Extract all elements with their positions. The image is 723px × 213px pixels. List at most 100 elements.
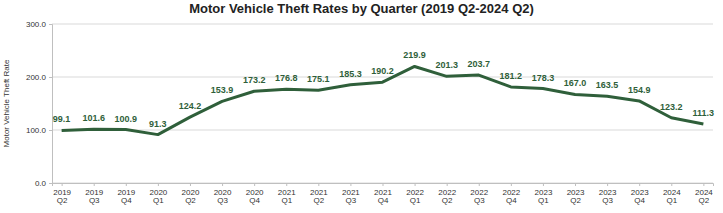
x-tick-mark — [671, 183, 672, 186]
y-axis-line — [49, 25, 53, 184]
x-tick-mark — [286, 183, 287, 186]
x-tick-label: 2021Q1 — [278, 188, 296, 206]
x-tick: 2022Q2 — [438, 183, 456, 205]
x-tick: 2021Q4 — [374, 183, 392, 205]
x-tick: 2024Q2 — [695, 183, 713, 205]
x-tick-mark — [254, 183, 255, 186]
x-tick-label: 2020Q4 — [246, 188, 264, 206]
x-tick: 2020Q2 — [182, 183, 200, 205]
x-tick: 2020Q1 — [149, 183, 167, 205]
x-tick-label: 2024Q1 — [663, 188, 681, 206]
data-label: 203.7 — [467, 59, 490, 69]
data-label: 101.6 — [82, 113, 105, 123]
x-tick-mark — [703, 183, 704, 186]
data-label: 153.9 — [211, 85, 234, 95]
x-tick-mark — [94, 183, 95, 186]
x-tick-label: 2023Q4 — [631, 188, 649, 206]
x-tick-mark — [318, 183, 319, 186]
x-tick-label: 2024Q2 — [695, 188, 713, 206]
x-tick-label: 2023Q3 — [599, 188, 617, 206]
x-tick-label: 2020Q3 — [214, 188, 232, 206]
series — [62, 66, 704, 134]
data-label: 100.9 — [115, 114, 138, 124]
x-tick: 2019Q3 — [85, 183, 103, 205]
data-label: 173.2 — [243, 75, 266, 85]
x-tick: 2021Q1 — [278, 183, 296, 205]
data-label: 181.2 — [500, 71, 523, 81]
data-label: 176.8 — [275, 73, 298, 83]
x-tick-mark — [479, 183, 480, 186]
x-tick-label: 2019Q2 — [53, 188, 71, 206]
data-label: 190.2 — [371, 66, 394, 76]
x-tick-mark — [511, 183, 512, 186]
x-tick: 2019Q4 — [117, 183, 135, 205]
x-tick: 2023Q3 — [599, 183, 617, 205]
x-tick-label: 2022Q3 — [470, 188, 488, 206]
data-label: 91.3 — [149, 119, 167, 129]
x-tick: 2020Q4 — [246, 183, 264, 205]
y-tick-label: 100.0 — [26, 126, 47, 135]
data-label: 99.1 — [53, 114, 71, 124]
y-tick: 300.0 — [26, 20, 52, 29]
x-tick: 2022Q4 — [502, 183, 520, 205]
data-label: 111.3 — [693, 108, 715, 118]
y-tick-label: 200.0 — [26, 73, 47, 82]
x-tick: 2022Q1 — [406, 183, 424, 205]
x-tick: 2021Q2 — [310, 183, 328, 205]
y-axis: 0.0 100.0 200.0 300.0 — [26, 20, 53, 188]
data-label: 163.5 — [596, 80, 619, 90]
x-tick: 2022Q3 — [470, 183, 488, 205]
x-tick-mark — [350, 183, 351, 186]
x-tick-mark — [158, 183, 159, 186]
data-label: 219.9 — [403, 50, 426, 60]
grid-line — [52, 130, 713, 131]
x-tick-mark — [222, 183, 223, 186]
y-tick-label: 0.0 — [35, 179, 47, 188]
y-tick: 200.0 — [26, 73, 52, 82]
y-axis-title: Motor Vehicle Theft Rate — [2, 59, 11, 147]
y-tick-mark — [49, 24, 52, 25]
x-tick-label: 2019Q4 — [117, 188, 135, 206]
grid-line — [52, 24, 713, 25]
data-label: 175.1 — [307, 74, 330, 84]
x-tick-mark — [62, 183, 63, 186]
x-tick: 2024Q1 — [663, 183, 681, 205]
x-tick-mark — [190, 183, 191, 186]
x-tick-label: 2020Q1 — [149, 188, 167, 206]
x-tick-mark — [126, 183, 127, 186]
y-tick-label: 300.0 — [26, 20, 47, 29]
x-tick-mark — [575, 183, 576, 186]
y-tick-mark — [49, 130, 52, 131]
x-tick-label: 2021Q2 — [310, 188, 328, 206]
grid-line — [52, 77, 713, 78]
x-tick-label: 2022Q2 — [438, 188, 456, 206]
x-tick-label: 2019Q3 — [85, 188, 103, 206]
x-tick-label: 2020Q2 — [182, 188, 200, 206]
data-label: 178.3 — [532, 73, 555, 83]
x-tick-mark — [639, 183, 640, 186]
x-tick-label: 2022Q1 — [406, 188, 424, 206]
x-tick-mark — [415, 183, 416, 186]
data-label: 201.3 — [435, 60, 458, 70]
y-tick: 0.0 — [35, 179, 52, 188]
x-tick-label: 2023Q2 — [567, 188, 585, 206]
x-tick-mark — [383, 183, 384, 186]
y-tick: 100.0 — [26, 126, 52, 135]
chart: Motor Vehicle Theft Rates by Quarter (20… — [0, 0, 723, 213]
data-label: 124.2 — [179, 101, 202, 111]
data-label: 154.9 — [628, 85, 651, 95]
x-tick-mark — [607, 183, 608, 186]
x-tick: 2023Q1 — [535, 183, 553, 205]
x-axis: 2019Q2 2019Q3 2019Q4 2020Q1 2020Q2 2020Q3 2020… — [53, 183, 714, 205]
x-tick-label: 2023Q1 — [535, 188, 553, 206]
y-tick-mark — [49, 183, 52, 184]
y-tick-mark — [49, 77, 52, 78]
x-tick: 2021Q3 — [342, 183, 360, 205]
x-tick: 2019Q2 — [53, 183, 71, 205]
x-tick: 2023Q4 — [631, 183, 649, 205]
data-labels: 99.1 101.6 100.9 91.3 124.2 153.9 173.2 176.8 17… — [53, 50, 714, 128]
data-label: 167.0 — [564, 78, 587, 88]
data-label: 123.2 — [660, 102, 683, 112]
x-tick: 2023Q2 — [567, 183, 585, 205]
data-label: 185.3 — [339, 69, 362, 79]
